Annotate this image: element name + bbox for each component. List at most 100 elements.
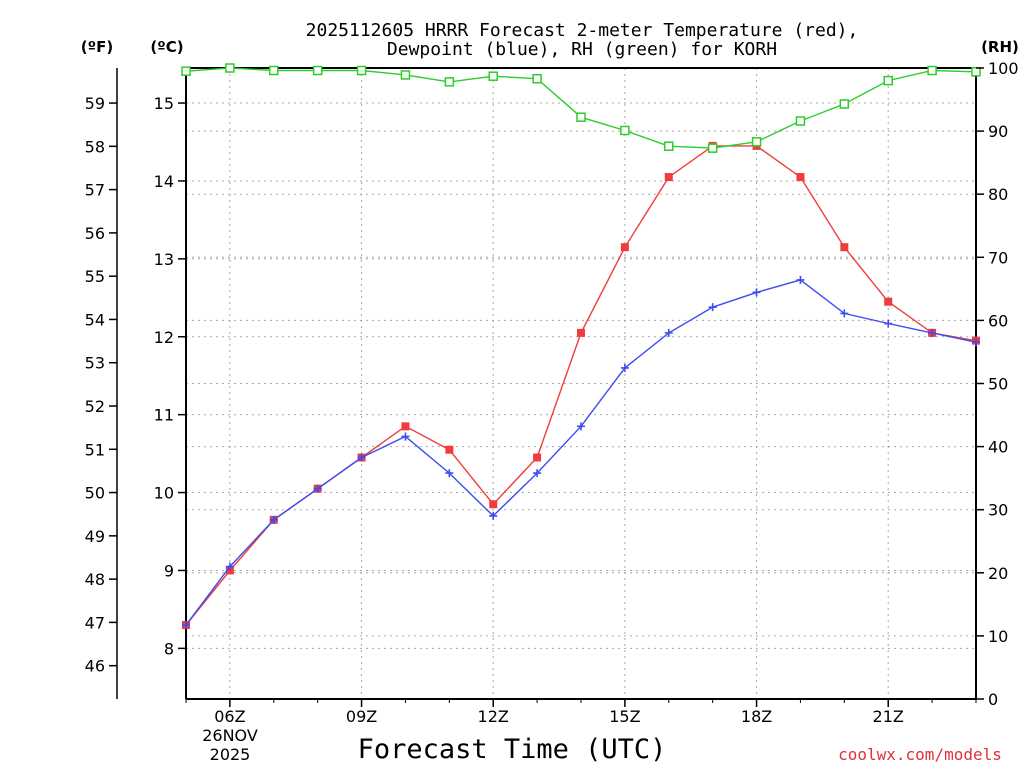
fahrenheit-tick-label-5: 51 bbox=[85, 440, 105, 459]
rh-tick-label-3: 30 bbox=[988, 501, 1008, 520]
fahrenheit-tick-label-8: 54 bbox=[85, 310, 105, 329]
rh-point-15 bbox=[839, 99, 850, 109]
celsius-tick-label-2: 10 bbox=[154, 484, 174, 503]
temperature-line bbox=[185, 145, 977, 626]
rh-tick-label-6: 60 bbox=[988, 311, 1008, 330]
celsius-tick-label-4: 12 bbox=[154, 328, 174, 347]
rh-point-0 bbox=[181, 66, 191, 76]
credit-link[interactable]: coolwx.com/models bbox=[838, 745, 1002, 764]
rh-point-7 bbox=[488, 71, 498, 81]
celsius-tick-label-5: 13 bbox=[154, 250, 174, 269]
rh-point-9 bbox=[576, 112, 586, 122]
rh-tick-label-10: 100 bbox=[988, 59, 1019, 78]
rh-tick-label-7: 70 bbox=[988, 248, 1008, 267]
celsius-tick-label-1: 9 bbox=[164, 561, 174, 580]
x-tick-label-1: 09Z bbox=[346, 707, 377, 726]
grid-layer bbox=[186, 68, 976, 699]
rh-point-12 bbox=[707, 143, 718, 153]
chart-title: 2025112605 HRRR Forecast 2-meter Tempera… bbox=[306, 20, 859, 41]
dewpoint-point-10 bbox=[620, 363, 629, 372]
dewpoint-point-4 bbox=[357, 453, 366, 462]
rh-point-3 bbox=[312, 65, 323, 76]
fahrenheit-tick-label-9: 55 bbox=[85, 267, 105, 286]
dewpoint-point-5 bbox=[401, 432, 410, 441]
fahrenheit-tick-label-4: 50 bbox=[85, 484, 105, 503]
rh-point-8 bbox=[532, 73, 542, 84]
temperature-point-10 bbox=[620, 243, 629, 252]
rh-point-13 bbox=[751, 137, 762, 147]
rh-point-1 bbox=[225, 63, 235, 73]
temperature-point-15 bbox=[840, 243, 849, 252]
temperature-point-5 bbox=[401, 422, 410, 431]
rh-point-14 bbox=[795, 116, 806, 126]
dewpoint-point-3 bbox=[313, 484, 322, 493]
fahrenheit-tick-label-11: 57 bbox=[85, 181, 105, 200]
fahrenheit-tick-label-13: 59 bbox=[85, 94, 105, 113]
temperature-point-14 bbox=[796, 173, 805, 182]
x-axis-title: Forecast Time (UTC) bbox=[358, 734, 667, 765]
celsius-tick-label-6: 14 bbox=[154, 172, 174, 191]
rh-tick-label-1: 10 bbox=[988, 627, 1008, 646]
fahrenheit-tick-label-1: 47 bbox=[85, 613, 105, 632]
dewpoint-point-13 bbox=[752, 288, 761, 297]
dewpoint-point-0 bbox=[182, 620, 190, 629]
rh-tick-label-4: 40 bbox=[988, 438, 1008, 457]
chart-title-line2: Dewpoint (blue), RH (green) for KORH bbox=[387, 39, 777, 60]
rh-tick-label-5: 50 bbox=[988, 375, 1008, 394]
rh-point-18 bbox=[971, 67, 981, 77]
x-tick-label-5: 21Z bbox=[873, 707, 904, 726]
celsius-tick-label-3: 11 bbox=[154, 406, 174, 425]
dewpoint-point-17 bbox=[928, 328, 937, 337]
dewpoint-point-6 bbox=[445, 469, 454, 478]
dewpoint-point-2 bbox=[269, 515, 278, 524]
dewpoint-point-16 bbox=[884, 319, 893, 328]
dewpoint-point-14 bbox=[796, 275, 805, 284]
x-tick-label-3: 15Z bbox=[609, 707, 640, 726]
rh-point-4 bbox=[356, 65, 367, 76]
fahrenheit-tick-label-12: 58 bbox=[85, 137, 105, 156]
rh-point-5 bbox=[400, 70, 411, 80]
dewpoint-point-12 bbox=[708, 303, 717, 312]
temperature-point-16 bbox=[884, 297, 893, 306]
dewpoint-point-11 bbox=[664, 328, 673, 337]
x-tick-label-0: 06Z bbox=[214, 707, 245, 726]
dewpoint-point-7 bbox=[489, 511, 498, 520]
dewpoint-point-15 bbox=[840, 309, 849, 318]
fahrenheit-tick-label-7: 53 bbox=[85, 354, 105, 373]
fahrenheit-tick-label-0: 46 bbox=[85, 657, 105, 676]
rh-point-16 bbox=[883, 75, 893, 86]
celsius-tick-label-7: 15 bbox=[154, 94, 174, 113]
series-layer bbox=[181, 63, 981, 629]
temperature-point-8 bbox=[533, 453, 542, 462]
dewpoint-point-18 bbox=[972, 338, 980, 347]
fahrenheit-tick-label-2: 48 bbox=[85, 570, 105, 589]
temperature-point-6 bbox=[445, 445, 454, 454]
dewpoint-point-8 bbox=[533, 469, 542, 478]
tick-layer: 06Z 09Z 12Z 15Z 18Z 21Z 8 9 10 11 12 13 14 15 46 47 48 49… bbox=[85, 59, 1019, 726]
rh-tick-label-2: 20 bbox=[988, 564, 1008, 583]
celsius-tick-label-0: 8 bbox=[164, 639, 174, 658]
rh-line bbox=[185, 67, 977, 149]
fahrenheit-tick-label-6: 52 bbox=[85, 397, 105, 416]
rh-point-11 bbox=[664, 141, 674, 151]
rh-tick-label-8: 80 bbox=[988, 185, 1008, 204]
temperature-point-11 bbox=[664, 173, 673, 182]
rh-axis-label: (RH) bbox=[981, 38, 1019, 56]
fahrenheit-tick-label-3: 49 bbox=[85, 527, 105, 546]
rh-tick-label-0: 0 bbox=[988, 690, 998, 709]
fahrenheit-axis-label: (ºF) bbox=[81, 38, 113, 56]
date-label-month: 26NOV bbox=[202, 726, 258, 745]
rh-point-10 bbox=[620, 125, 630, 136]
temperature-point-9 bbox=[577, 328, 585, 337]
rh-tick-label-9: 90 bbox=[988, 122, 1008, 141]
dewpoint-point-9 bbox=[577, 422, 585, 431]
x-tick-label-4: 18Z bbox=[741, 707, 772, 726]
rh-point-2 bbox=[269, 65, 279, 76]
date-label-year: 2025 bbox=[210, 745, 251, 764]
x-tick-label-2: 12Z bbox=[478, 707, 509, 726]
celsius-axis-label: (ºC) bbox=[150, 38, 183, 56]
dewpoint-point-1 bbox=[225, 562, 234, 571]
rh-point-6 bbox=[444, 77, 455, 87]
